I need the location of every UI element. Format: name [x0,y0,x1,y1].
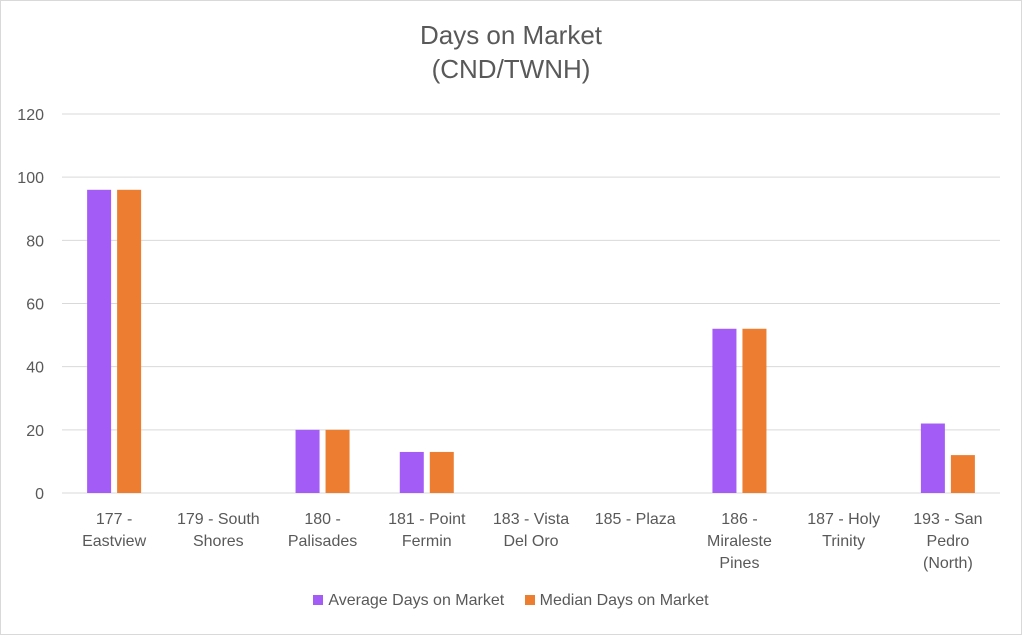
legend-item-average: Average Days on Market [313,592,504,610]
chart-title: Days on Market [419,20,603,50]
legend-label-average: Average Days on Market [328,592,505,609]
chart-subtitle: (CND/TWNH) [431,54,591,84]
x-tick-label: 180 -Palisades [288,511,357,550]
bar-median [950,455,975,493]
bar-average [295,429,320,493]
bar-median [742,328,767,493]
bar-average [712,328,737,493]
bar-average [920,423,945,493]
legend-swatch-median [524,595,535,605]
legend-item-median: Median Days on Market [524,592,709,610]
x-tick-label: 187 - Holy Trinity [807,511,880,550]
bar-average [87,189,112,494]
y-tick-label: 120 [17,107,44,124]
x-tick-label: 183 - Vista Del Oro [493,511,569,550]
x-tick-label: 193 - San Pedro (North) [913,511,982,572]
x-tick-label: 186 -Miraleste Pines [707,511,772,572]
y-tick-label: 20 [26,423,44,440]
legend: Average Days on Market Median Days on Ma… [0,592,1022,610]
bar-median [325,429,350,493]
bar-average [399,451,424,493]
y-tick-label: 40 [26,360,44,377]
y-tick-label: 80 [26,233,44,250]
y-tick-label: 0 [35,486,44,503]
chart-title-block: Days on Market (CND/TWNH) [0,18,1022,86]
x-tick-label: 181 - Point Fermin [388,511,466,550]
bar-median [429,451,454,493]
bar-chart: 0 20 40 60 80 100 120 177 -Eastview 179 - South S… [17,107,1000,572]
x-tick-label: 185 - Plaza [595,511,676,528]
legend-swatch-average [313,595,324,605]
x-tick-label: 179 - South Shores [177,511,260,550]
y-tick-label: 60 [26,297,44,314]
bar-median [117,189,142,494]
legend-label-median: Median Days on Market [539,592,709,609]
x-tick-label: 177 -Eastview [82,511,146,550]
y-tick-label: 100 [17,170,44,187]
